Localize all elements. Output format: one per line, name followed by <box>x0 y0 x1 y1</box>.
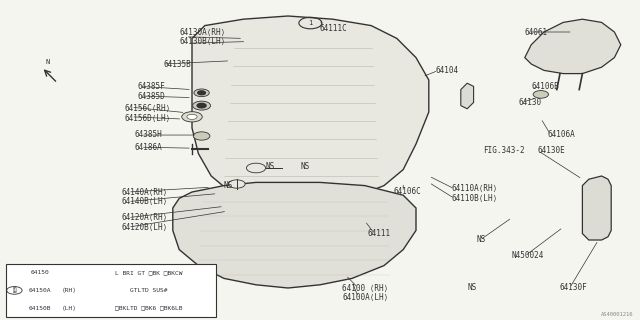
Text: 64120B⟨LH⟩: 64120B⟨LH⟩ <box>122 223 168 232</box>
Text: 64385H: 64385H <box>134 130 162 139</box>
Text: 64130: 64130 <box>518 98 541 107</box>
Text: 64100 ⟨RH⟩: 64100 ⟨RH⟩ <box>342 284 388 292</box>
Text: 64061: 64061 <box>525 28 548 36</box>
Text: 64385F: 64385F <box>138 82 165 91</box>
Circle shape <box>182 112 202 122</box>
PathPatch shape <box>192 16 429 205</box>
Text: 64111C: 64111C <box>320 24 348 33</box>
Text: ⟨LH⟩: ⟨LH⟩ <box>62 305 77 311</box>
Circle shape <box>193 132 210 140</box>
Text: 1: 1 <box>308 20 312 26</box>
Text: ⟨RH⟩: ⟨RH⟩ <box>62 288 77 293</box>
Text: 64100A⟨LH⟩: 64100A⟨LH⟩ <box>342 293 388 302</box>
Circle shape <box>246 163 266 173</box>
Text: 64385D: 64385D <box>138 92 165 100</box>
Text: 64150: 64150 <box>31 270 49 275</box>
Text: 64140B⟨LH⟩: 64140B⟨LH⟩ <box>122 197 168 206</box>
Text: 64120A⟨RH⟩: 64120A⟨RH⟩ <box>122 213 168 222</box>
PathPatch shape <box>461 83 474 109</box>
Text: FIG.343-2: FIG.343-2 <box>483 146 525 155</box>
Text: N: N <box>46 59 50 65</box>
Text: L BRI GT □BK □BKCW: L BRI GT □BK □BKCW <box>115 270 183 275</box>
PathPatch shape <box>173 182 416 288</box>
Text: 64186A: 64186A <box>134 143 162 152</box>
Circle shape <box>228 180 245 188</box>
Text: 64150B: 64150B <box>29 306 51 310</box>
Text: 64110B⟨LH⟩: 64110B⟨LH⟩ <box>451 194 497 203</box>
Circle shape <box>194 89 209 97</box>
Text: GTLTD SUS#: GTLTD SUS# <box>131 288 168 293</box>
PathPatch shape <box>582 176 611 240</box>
Text: 64130E: 64130E <box>538 146 565 155</box>
Text: 64110A⟨RH⟩: 64110A⟨RH⟩ <box>451 184 497 193</box>
Text: 64150A: 64150A <box>29 288 51 293</box>
Text: 64135B: 64135B <box>163 60 191 68</box>
FancyBboxPatch shape <box>6 264 216 317</box>
Circle shape <box>187 114 197 119</box>
Text: 64130B⟨LH⟩: 64130B⟨LH⟩ <box>179 37 225 46</box>
Text: 64111: 64111 <box>368 229 391 238</box>
Text: 64130F: 64130F <box>560 284 588 292</box>
Text: NS: NS <box>467 284 476 292</box>
Text: NS: NS <box>266 162 275 171</box>
Text: □BKLTD □BK6 □BK6LB: □BKLTD □BK6 □BK6LB <box>115 306 183 310</box>
PathPatch shape <box>525 19 621 74</box>
Circle shape <box>193 101 211 110</box>
Text: N450024: N450024 <box>512 252 545 260</box>
Text: 64104: 64104 <box>435 66 458 75</box>
Text: NS: NS <box>301 162 310 171</box>
Text: NS: NS <box>477 236 486 244</box>
Text: AS40001216: AS40001216 <box>601 312 634 317</box>
Circle shape <box>197 103 206 108</box>
Text: NS: NS <box>224 181 233 190</box>
Circle shape <box>198 91 205 95</box>
Text: 64156C⟨RH⟩: 64156C⟨RH⟩ <box>125 104 171 113</box>
Text: 64130A⟨RH⟩: 64130A⟨RH⟩ <box>179 28 225 36</box>
Text: 64156D⟨LH⟩: 64156D⟨LH⟩ <box>125 114 171 123</box>
Text: 64140A⟨RH⟩: 64140A⟨RH⟩ <box>122 188 168 196</box>
Circle shape <box>533 91 548 98</box>
Text: ①: ① <box>13 288 16 293</box>
Text: 64106B: 64106B <box>531 82 559 91</box>
Text: 1: 1 <box>13 288 16 293</box>
Text: 64106A: 64106A <box>547 130 575 139</box>
Text: 64106C: 64106C <box>394 188 421 196</box>
